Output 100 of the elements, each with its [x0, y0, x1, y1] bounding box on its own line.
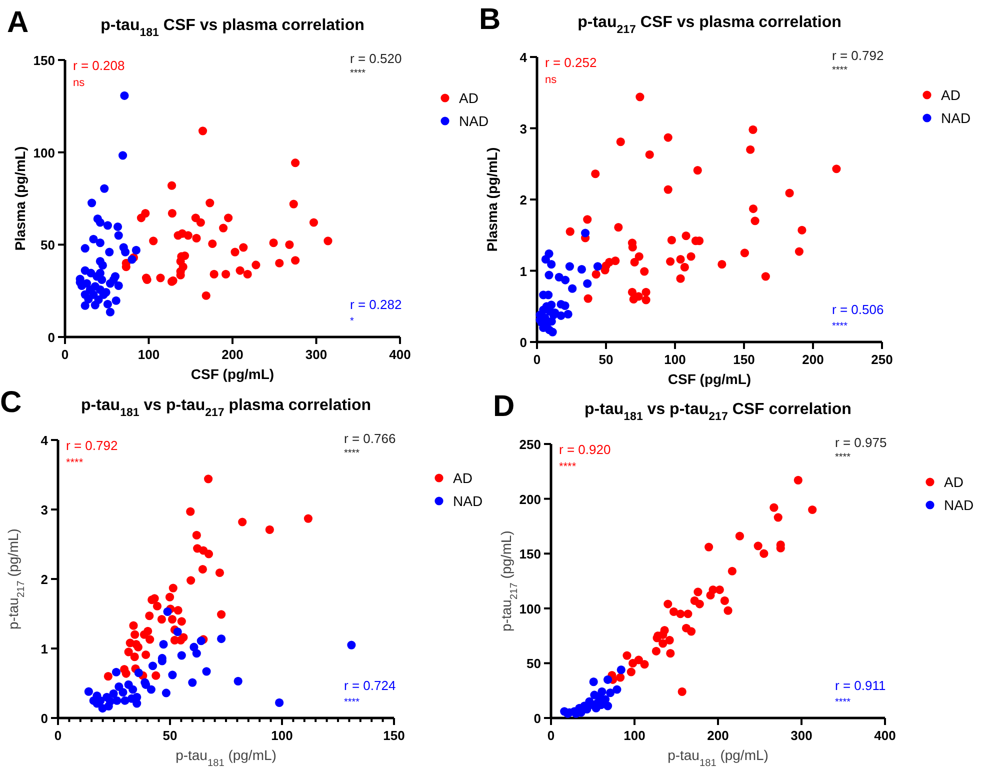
x-tick-label: 100: [138, 347, 160, 362]
point: [612, 685, 622, 694]
point: [130, 652, 139, 662]
point: [177, 651, 186, 660]
point: [173, 628, 182, 636]
point: [105, 248, 114, 256]
point: [224, 214, 233, 222]
point: [694, 588, 702, 596]
y-tick-label: 4: [40, 433, 49, 448]
point: [124, 648, 133, 656]
annotation: r = 0.520: [350, 51, 402, 66]
point: [616, 673, 625, 682]
y-tick-label: 1: [40, 642, 48, 656]
text: D: [493, 390, 515, 423]
y-tick-label: 0: [40, 711, 48, 726]
point: [658, 639, 668, 648]
point: [566, 227, 574, 236]
y-tick-label: 0: [520, 335, 527, 350]
y-tick-label: 100: [519, 601, 541, 616]
x-tick-label: 200: [802, 352, 824, 367]
x-tick-label: 150: [383, 728, 405, 743]
point: [156, 274, 165, 282]
point: [84, 687, 93, 696]
text: B: [479, 3, 501, 36]
point: [748, 204, 758, 214]
point: [98, 275, 106, 284]
point: [746, 145, 755, 154]
point: [720, 596, 729, 606]
point: [622, 651, 632, 660]
annotation: *: [350, 316, 354, 327]
legend-label: NAD: [944, 497, 974, 513]
point: [640, 267, 649, 276]
point: [309, 218, 318, 227]
point: [149, 236, 158, 246]
point: [556, 311, 566, 320]
point: [548, 328, 557, 336]
point: [664, 600, 672, 608]
point: [192, 649, 201, 658]
x-tick-label: 300: [305, 347, 328, 362]
point: [560, 301, 570, 310]
y-axis-title: Plasma (pg/mL): [12, 146, 28, 251]
y-tick-label: 4: [520, 50, 528, 65]
x-tick-label: 300: [790, 728, 812, 743]
chart-title: p-tau$_{181}$ CSF vs plasma correlation: [100, 17, 364, 39]
point: [120, 91, 129, 100]
point: [152, 602, 162, 610]
point: [565, 262, 574, 271]
annotation: r = 0.911: [835, 678, 886, 693]
point: [208, 239, 217, 248]
text: C: [0, 386, 22, 419]
point: [100, 184, 109, 193]
point: [114, 231, 123, 240]
point: [218, 224, 228, 232]
annotation: ****: [350, 68, 366, 79]
y-tick-label: 2: [40, 572, 48, 587]
annotation: ****: [835, 697, 851, 708]
point: [216, 634, 226, 644]
point: [748, 125, 758, 134]
annotation: ns: [545, 74, 558, 86]
y-tick-label: 0: [534, 711, 541, 726]
point: [324, 236, 332, 246]
text: A: [7, 6, 29, 39]
annotation: r = 0.766: [344, 431, 396, 446]
point: [167, 181, 176, 190]
point: [230, 248, 240, 256]
chart-title: p-tau$_{181}$ vs p-tau$_{217}$ plasma correlation: [80, 397, 372, 419]
point: [89, 234, 98, 244]
x-tick-label: 250: [871, 352, 893, 367]
point: [275, 258, 284, 268]
y-tick-label: 200: [519, 492, 541, 507]
point: [634, 292, 643, 301]
legend-label: AD: [941, 87, 960, 103]
x-tick-label: 200: [707, 728, 729, 743]
point: [636, 92, 644, 102]
x-tick-label: 100: [664, 352, 686, 367]
annotation: r = 0.792: [66, 438, 118, 453]
point: [735, 532, 744, 540]
point: [192, 234, 201, 243]
point: [202, 291, 210, 300]
point: [204, 550, 214, 558]
point: [196, 218, 205, 227]
point: [761, 272, 770, 281]
annotation: r = 0.506: [832, 302, 884, 317]
point: [159, 640, 168, 649]
point: [141, 208, 150, 218]
point: [206, 198, 214, 208]
point: [177, 617, 186, 626]
point: [680, 262, 689, 272]
point: [96, 238, 104, 248]
y-tick-label: 100: [33, 145, 55, 160]
point: [168, 584, 178, 592]
point: [704, 542, 714, 552]
point: [215, 568, 224, 578]
point: [560, 276, 570, 284]
annotation: ****: [835, 452, 851, 463]
point: [754, 542, 762, 550]
point: [163, 607, 172, 616]
point: [798, 226, 806, 234]
point: [174, 606, 182, 615]
point: [112, 668, 121, 676]
